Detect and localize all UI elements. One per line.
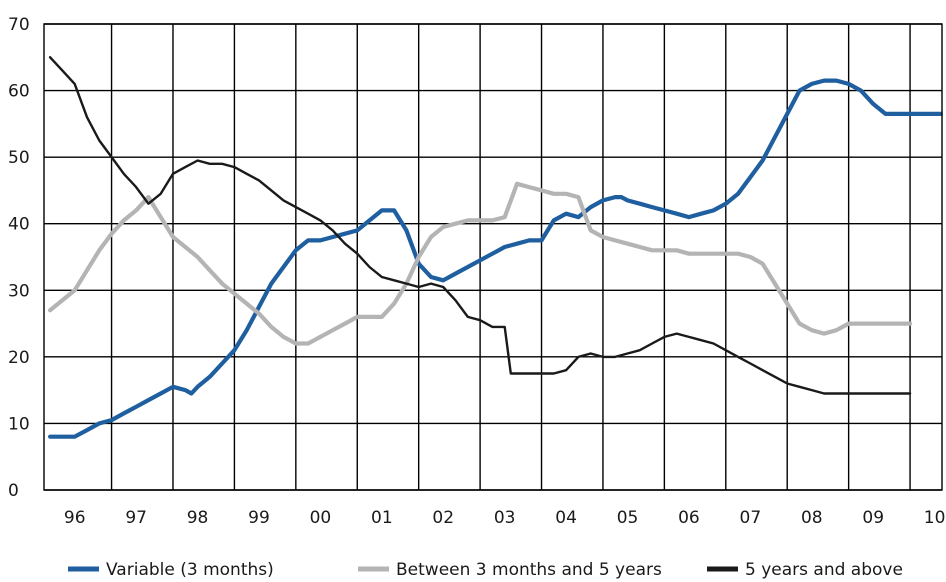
legend-label: 5 years and above <box>745 560 903 580</box>
series-lines <box>47 56 943 439</box>
series-line-1 <box>47 78 943 439</box>
y-axis-ticks: 0 10 20 30 40 50 60 70 <box>8 15 30 501</box>
y-tick-label: 30 <box>8 281 30 301</box>
x-tick-label: 97 <box>125 508 147 528</box>
x-tick-label: 02 <box>432 508 454 528</box>
plot-border <box>43 23 943 491</box>
y-tick-label: 20 <box>8 348 30 368</box>
x-tick-label: 09 <box>862 508 884 528</box>
x-axis-ticks: 96 97 98 99 00 01 02 03 04 05 06 07 08 09 10 <box>64 508 946 528</box>
x-tick-label: 98 <box>187 508 209 528</box>
x-tick-label: 99 <box>248 508 270 528</box>
x-tick-label: 96 <box>64 508 86 528</box>
y-tick-label: 50 <box>8 148 30 168</box>
series-line-2 <box>47 181 913 346</box>
x-tick-label: 00 <box>310 508 332 528</box>
y-tick-label: 60 <box>8 82 30 102</box>
legend-label: Between 3 months and 5 years <box>396 560 662 580</box>
legend: Variable (3 months) Between 3 months and … <box>68 560 903 580</box>
x-tick-label: 06 <box>678 508 700 528</box>
x-tick-label: 10 <box>924 508 946 528</box>
x-tick-label: 05 <box>617 508 639 528</box>
grid <box>44 23 942 491</box>
x-tick-label: 01 <box>371 508 393 528</box>
y-tick-label: 70 <box>8 15 30 35</box>
x-tick-label: 07 <box>740 508 762 528</box>
series-line-3 <box>48 56 912 395</box>
x-tick-label: 03 <box>494 508 516 528</box>
y-tick-label: 0 <box>8 481 19 501</box>
y-tick-label: 40 <box>8 215 30 235</box>
plot-frame <box>43 23 943 491</box>
x-tick-label: 04 <box>555 508 577 528</box>
x-tick-label: 08 <box>801 508 823 528</box>
y-tick-label: 10 <box>8 414 30 434</box>
legend-label: Variable (3 months) <box>106 560 274 580</box>
